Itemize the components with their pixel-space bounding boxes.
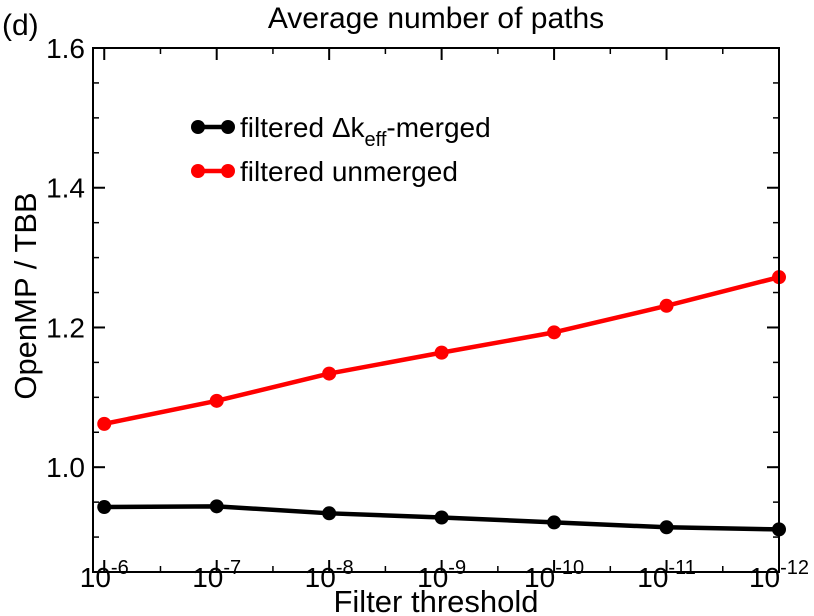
legend-label-0: filtered Δkeff-merged <box>240 112 491 151</box>
y-tick-label: 1.0 <box>46 452 85 483</box>
x-tick-base: 10 <box>80 562 111 593</box>
legend: filtered Δkeff-merged filtered unmerged <box>191 112 491 187</box>
data-point-1-5 <box>659 298 674 313</box>
data-point-0-3 <box>434 510 449 525</box>
data-point-1-3 <box>434 345 449 360</box>
x-tick-label: 10-9 <box>417 557 466 593</box>
x-tick-base: 10 <box>749 562 780 593</box>
y-tick-label: 1.4 <box>46 173 85 204</box>
x-tick-base: 10 <box>417 562 448 593</box>
x-axis-label: Filter threshold <box>333 584 538 616</box>
x-tick-label: 10-10 <box>524 557 584 593</box>
y-tick-label: 1.2 <box>46 312 85 343</box>
data-point-0-1 <box>209 499 224 514</box>
plot-frame <box>92 47 780 573</box>
data-point-1-2 <box>322 366 337 381</box>
x-tick-exponent: -11 <box>668 557 695 579</box>
data-point-0-4 <box>547 515 562 530</box>
data-point-0-2 <box>322 506 337 521</box>
x-tick-exponent: -8 <box>336 557 354 579</box>
panel-label: (d) <box>2 9 39 42</box>
x-tick-exponent: -6 <box>111 557 129 579</box>
legend-label-suffix: -merged <box>386 112 490 143</box>
x-tick-label: 10-11 <box>637 557 696 593</box>
x-tick-label: 10-6 <box>80 557 129 593</box>
legend-marker-0 <box>221 120 235 134</box>
legend-label-1: filtered unmerged <box>240 156 458 187</box>
chart-title: Average number of paths <box>268 2 604 35</box>
legend-label-text: filtered unmerged <box>240 156 458 187</box>
legend-label-subscript: eff <box>365 129 387 151</box>
data-point-1-0 <box>97 416 112 431</box>
x-tick-base: 10 <box>637 562 668 593</box>
x-tick-base: 10 <box>192 562 223 593</box>
legend-marker-0 <box>191 120 205 134</box>
x-tick-base: 10 <box>305 562 336 593</box>
legend-marker-1 <box>221 164 235 178</box>
data-point-1-1 <box>209 393 224 408</box>
x-tick-label: 10-12 <box>749 557 809 593</box>
x-tick-exponent: -9 <box>448 557 466 579</box>
legend-marker-1 <box>191 164 205 178</box>
x-tick-label: 10-8 <box>305 557 354 593</box>
x-tick-exponent: -10 <box>555 557 584 579</box>
legend-label-text: filtered Δk <box>240 112 366 143</box>
y-tick-label: 1.6 <box>46 33 85 64</box>
y-axis-label: OpenMP / TBB <box>8 192 43 399</box>
series-layer <box>97 270 786 537</box>
x-tick-exponent: -12 <box>780 557 809 579</box>
axis-ticks: 1.01.21.41.610-6 10-7 10-8 10-9 10-10 10-11 10… <box>46 33 809 593</box>
data-point-0-0 <box>97 500 112 515</box>
x-tick-base: 10 <box>524 562 555 593</box>
x-tick-exponent: -7 <box>223 557 241 579</box>
data-point-1-4 <box>547 325 562 340</box>
x-tick-label: 10-7 <box>192 557 241 593</box>
data-point-0-5 <box>659 520 674 535</box>
